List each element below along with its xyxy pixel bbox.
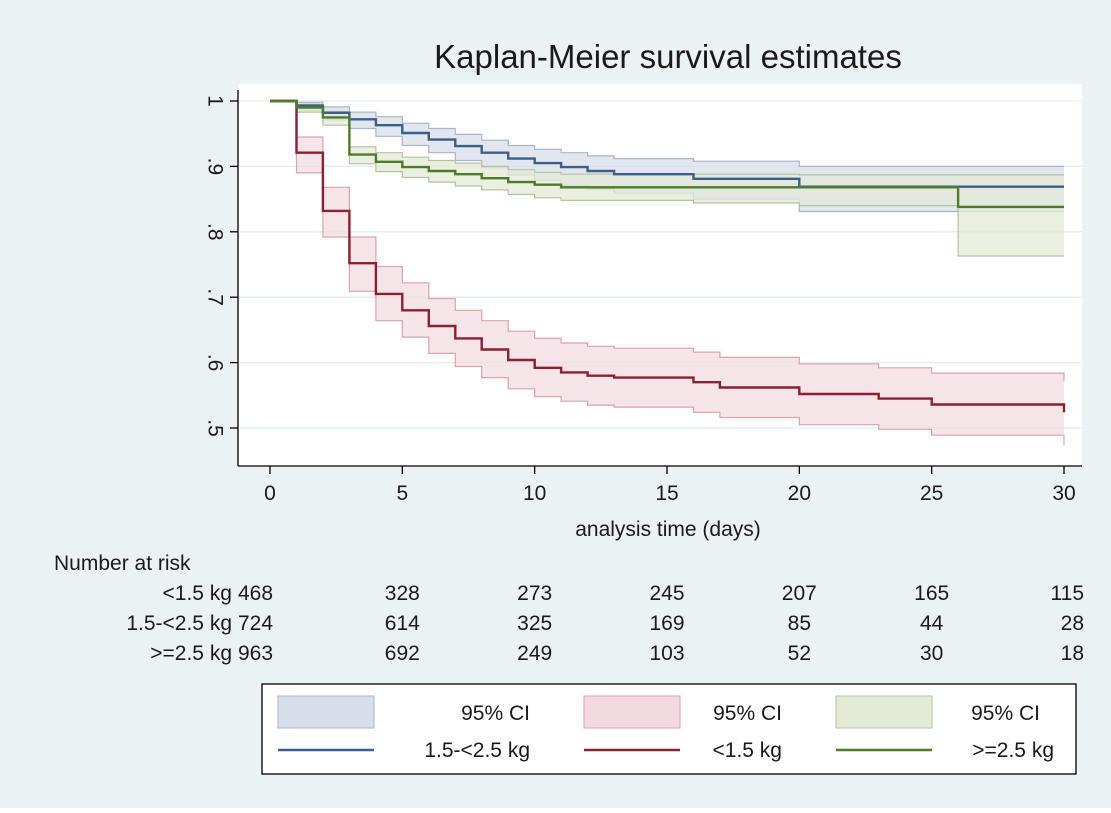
legend-series-label: 1.5-<2.5 kg — [424, 739, 530, 762]
chart-title: Kaplan-Meier survival estimates — [434, 38, 902, 75]
legend-ci-label: 95% CI — [713, 702, 782, 725]
risk-count: 724 — [238, 612, 273, 635]
ci-upper-bound — [270, 100, 1065, 381]
risk-count: 18 — [1061, 642, 1084, 665]
survival-line — [270, 99, 1066, 413]
x-tick-label: 5 — [396, 482, 408, 505]
risk-count: 325 — [517, 612, 552, 635]
legend-ci-swatch — [277, 695, 375, 729]
number-at-risk-heading: Number at risk — [54, 552, 191, 575]
ci-upper-bound — [270, 100, 1064, 167]
x-axis-label: analysis time (days) — [575, 518, 761, 541]
risk-count: 207 — [782, 582, 817, 605]
risk-count: 169 — [649, 612, 684, 635]
legend-ci-swatch — [583, 695, 681, 729]
x-tick-label: 30 — [1052, 482, 1075, 505]
risk-count: 115 — [1051, 582, 1084, 605]
x-tick-label: 10 — [523, 482, 546, 505]
plot-area: .5.6.7.8.910 5 10 15 20 25 30 — [203, 84, 1082, 505]
risk-count: 30 — [920, 642, 943, 665]
survival-line — [270, 99, 1064, 209]
y-tick-label: 1 — [203, 95, 226, 107]
risk-count: 85 — [788, 612, 811, 635]
risk-count: 328 — [385, 582, 420, 605]
risk-count: 28 — [1061, 612, 1084, 635]
x-tick-label: 20 — [788, 482, 811, 505]
risk-count: 44 — [920, 612, 944, 635]
risk-count: 103 — [649, 642, 684, 665]
y-tick-label: .6 — [203, 354, 226, 372]
risk-count: 165 — [914, 582, 949, 605]
survival-line — [270, 99, 1064, 188]
x-tick-label: 25 — [920, 482, 943, 505]
x-tick-label: 15 — [655, 482, 678, 505]
risk-count: 249 — [517, 642, 552, 665]
risk-count: 245 — [649, 582, 684, 605]
legend-ci-label: 95% CI — [461, 702, 530, 725]
risk-row-label: 1.5-<2.5 kg — [126, 612, 232, 635]
y-tick-label: .8 — [203, 223, 226, 241]
y-tick-label: .9 — [203, 158, 226, 176]
risk-count: 692 — [385, 642, 420, 665]
x-tick-label: 0 — [264, 482, 276, 505]
y-tick-label: .5 — [203, 419, 226, 437]
legend-ci-swatch — [835, 695, 933, 729]
ci-band — [270, 101, 1064, 256]
legend: 95% CI 1.5-<2.5 kg 95% CI <1.5 kg 95% CI >=2.… — [261, 683, 1077, 775]
ci-lower-bound — [270, 100, 1064, 257]
risk-count: 468 — [238, 582, 273, 605]
risk-row-label: <1.5 kg — [163, 582, 232, 605]
risk-row-label: >=2.5 kg — [150, 642, 232, 665]
number-at-risk-table: Number at risk <1.5 kg 468 328 273 245 207 165… — [54, 552, 1084, 665]
risk-count: 614 — [385, 612, 420, 635]
legend-series-label: <1.5 kg — [713, 739, 782, 762]
risk-count: 52 — [788, 642, 811, 665]
legend-series-label: >=2.5 kg — [972, 739, 1054, 762]
risk-count: 963 — [238, 642, 273, 665]
y-tick-label: .7 — [203, 288, 226, 306]
ci-band — [270, 101, 1064, 445]
ci-lower-bound — [270, 100, 1065, 445]
risk-count: 273 — [517, 582, 552, 605]
legend-ci-label: 95% CI — [971, 702, 1040, 725]
